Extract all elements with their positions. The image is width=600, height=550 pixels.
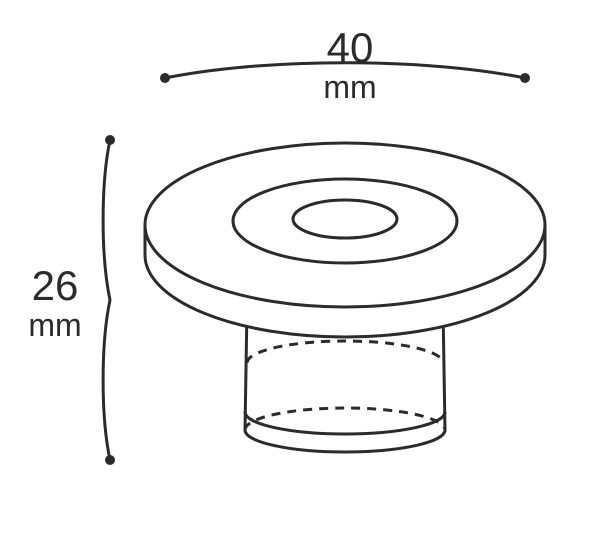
stem-top-hidden-dashed [247, 341, 443, 363]
height-dimension-end-top [105, 135, 115, 145]
width-dimension-end-right [520, 73, 530, 83]
width-unit: mm [323, 69, 376, 105]
height-dimension-end-bottom [105, 455, 115, 465]
height-value: 26 [32, 262, 79, 309]
height-dimension-caliper [103, 140, 110, 460]
disc-outer-ellipse [145, 143, 545, 307]
dimension-drawing: 40mm26mm [0, 0, 600, 550]
width-dimension-end-left [160, 73, 170, 83]
height-unit: mm [28, 307, 81, 343]
width-value: 40 [327, 24, 374, 71]
